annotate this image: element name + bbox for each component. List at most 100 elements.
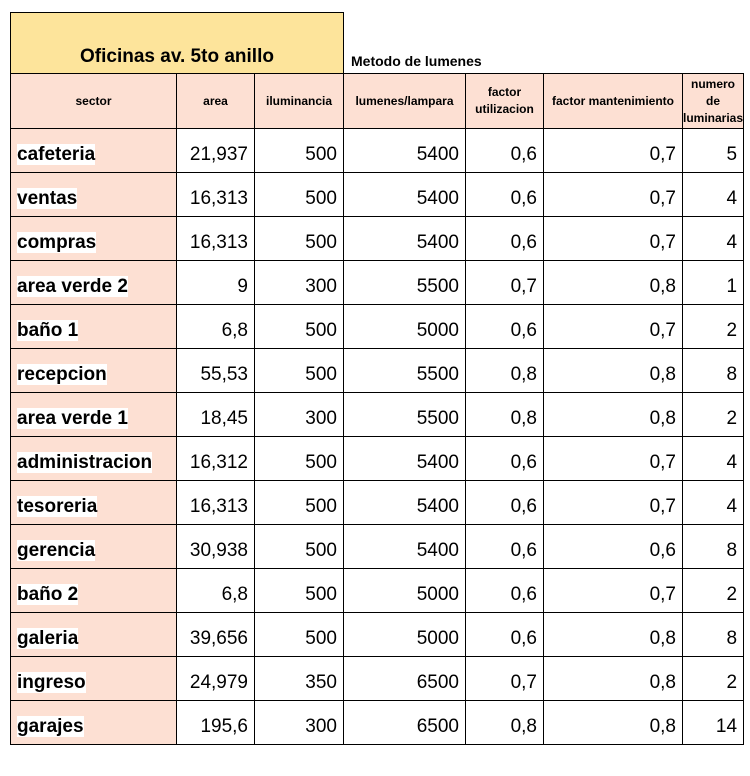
cell-factor-mantenimiento: 0,7: [543, 128, 683, 173]
cell-sector: garajes: [10, 700, 177, 745]
cell-factor-mantenimiento: 0,8: [543, 700, 683, 745]
sector-label: area verde 2: [17, 275, 128, 297]
cell-iluminancia: 500: [254, 568, 344, 613]
lighting-table: sector area iluminancia lumenes/lampara …: [10, 73, 745, 745]
cell-lumenes: 5400: [343, 128, 466, 173]
table-row: ingreso 24,979 350 6500 0,7 0,8 2: [10, 656, 745, 701]
cell-lumenes: 6500: [343, 656, 466, 701]
cell-factor-mantenimiento: 0,7: [543, 436, 683, 481]
sector-label: recepcion: [17, 363, 107, 385]
cell-lumenes: 5000: [343, 612, 466, 657]
cell-area: 16,312: [176, 436, 255, 481]
cell-sector: area verde 1: [10, 392, 177, 437]
cell-area: 18,45: [176, 392, 255, 437]
cell-numero-luminarias: 2: [681, 304, 745, 349]
table-row: area verde 1 18,45 300 5500 0,8 0,8 2: [10, 392, 745, 437]
cell-area: 21,937: [176, 128, 255, 173]
cell-factor-mantenimiento: 0,7: [543, 304, 683, 349]
cell-area: 6,8: [176, 304, 255, 349]
cell-sector: baño 2: [10, 568, 177, 613]
cell-factor-utilizacion: 0,6: [465, 216, 544, 261]
cell-factor-mantenimiento: 0,7: [543, 480, 683, 525]
cell-area: 195,6: [176, 700, 255, 745]
cell-numero-luminarias: 5: [681, 128, 745, 173]
cell-factor-mantenimiento: 0,8: [543, 348, 683, 393]
cell-numero-luminarias: 8: [681, 612, 745, 657]
cell-iluminancia: 500: [254, 172, 344, 217]
table-row: baño 1 6,8 500 5000 0,6 0,7 2: [10, 304, 745, 349]
cell-lumenes: 5500: [343, 392, 466, 437]
cell-sector: ventas: [10, 172, 177, 217]
cell-lumenes: 6500: [343, 700, 466, 745]
sector-label: area verde 1: [17, 407, 128, 429]
sector-label: baño 2: [17, 583, 79, 605]
header-factor-utilizacion: factor utilizacion: [465, 73, 544, 129]
sector-label: tesoreria: [17, 495, 98, 517]
cell-numero-luminarias: 8: [681, 524, 745, 569]
cell-area: 16,313: [176, 480, 255, 525]
cell-sector: administracion: [10, 436, 177, 481]
cell-sector: cafeteria: [10, 128, 177, 173]
cell-sector: tesoreria: [10, 480, 177, 525]
table-body: cafeteria 21,937 500 5400 0,6 0,7 5 ventas 16,31…: [10, 128, 745, 745]
cell-lumenes: 5000: [343, 304, 466, 349]
cell-factor-utilizacion: 0,6: [465, 612, 544, 657]
cell-factor-utilizacion: 0,8: [465, 700, 544, 745]
table-row: garajes 195,6 300 6500 0,8 0,8 14: [10, 700, 745, 745]
cell-area: 24,979: [176, 656, 255, 701]
sector-label: baño 1: [17, 319, 79, 341]
cell-iluminancia: 300: [254, 392, 344, 437]
method-subtitle: Metodo de lumenes: [351, 53, 482, 69]
cell-sector: area verde 2: [10, 260, 177, 305]
cell-lumenes: 5500: [343, 260, 466, 305]
cell-factor-mantenimiento: 0,6: [543, 524, 683, 569]
table-row: tesoreria 16,313 500 5400 0,6 0,7 4: [10, 480, 745, 525]
cell-area: 55,53: [176, 348, 255, 393]
header-iluminancia: iluminancia: [254, 73, 344, 129]
cell-lumenes: 5400: [343, 216, 466, 261]
sector-label: compras: [17, 231, 97, 253]
cell-factor-mantenimiento: 0,7: [543, 568, 683, 613]
cell-sector: recepcion: [10, 348, 177, 393]
header-row: sector area iluminancia lumenes/lampara …: [10, 73, 745, 129]
cell-lumenes: 5000: [343, 568, 466, 613]
cell-iluminancia: 500: [254, 436, 344, 481]
cell-iluminancia: 500: [254, 128, 344, 173]
cell-factor-utilizacion: 0,6: [465, 524, 544, 569]
sector-label: cafeteria: [17, 143, 96, 165]
cell-numero-luminarias: 4: [681, 216, 745, 261]
cell-iluminancia: 300: [254, 700, 344, 745]
cell-numero-luminarias: 2: [681, 392, 745, 437]
sector-label: ingreso: [17, 671, 86, 693]
cell-numero-luminarias: 4: [681, 480, 745, 525]
cell-numero-luminarias: 2: [681, 568, 745, 613]
cell-lumenes: 5400: [343, 172, 466, 217]
sector-label: administracion: [17, 451, 153, 473]
table-row: cafeteria 21,937 500 5400 0,6 0,7 5: [10, 128, 745, 173]
cell-area: 9: [176, 260, 255, 305]
cell-numero-luminarias: 1: [681, 260, 745, 305]
table-row: galeria 39,656 500 5000 0,6 0,8 8: [10, 612, 745, 657]
cell-factor-mantenimiento: 0,8: [543, 612, 683, 657]
cell-numero-luminarias: 4: [681, 436, 745, 481]
cell-area: 16,313: [176, 216, 255, 261]
cell-iluminancia: 500: [254, 216, 344, 261]
cell-factor-utilizacion: 0,6: [465, 568, 544, 613]
table-row: administracion 16,312 500 5400 0,6 0,7 4: [10, 436, 745, 481]
cell-area: 30,938: [176, 524, 255, 569]
header-area: area: [176, 73, 255, 129]
cell-factor-mantenimiento: 0,8: [543, 260, 683, 305]
table-row: ventas 16,313 500 5400 0,6 0,7 4: [10, 172, 745, 217]
cell-factor-mantenimiento: 0,8: [543, 392, 683, 437]
cell-factor-utilizacion: 0,7: [465, 656, 544, 701]
table-row: gerencia 30,938 500 5400 0,6 0,6 8: [10, 524, 745, 569]
cell-numero-luminarias: 8: [681, 348, 745, 393]
cell-numero-luminarias: 2: [681, 656, 745, 701]
cell-factor-utilizacion: 0,7: [465, 260, 544, 305]
header-factor-mantenimiento: factor mantenimiento: [543, 73, 683, 129]
cell-factor-mantenimiento: 0,8: [543, 656, 683, 701]
cell-iluminancia: 500: [254, 524, 344, 569]
cell-iluminancia: 500: [254, 612, 344, 657]
sector-label: garajes: [17, 715, 84, 737]
sector-label: galeria: [17, 627, 79, 649]
